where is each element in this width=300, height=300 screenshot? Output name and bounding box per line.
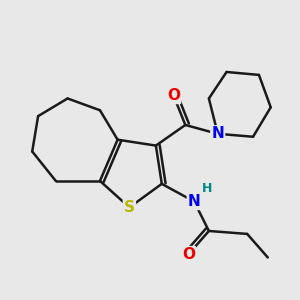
Text: N: N <box>211 126 224 141</box>
Text: O: O <box>182 247 195 262</box>
Text: S: S <box>124 200 135 215</box>
Text: N: N <box>188 194 200 209</box>
Text: H: H <box>202 182 213 195</box>
Text: O: O <box>167 88 180 103</box>
